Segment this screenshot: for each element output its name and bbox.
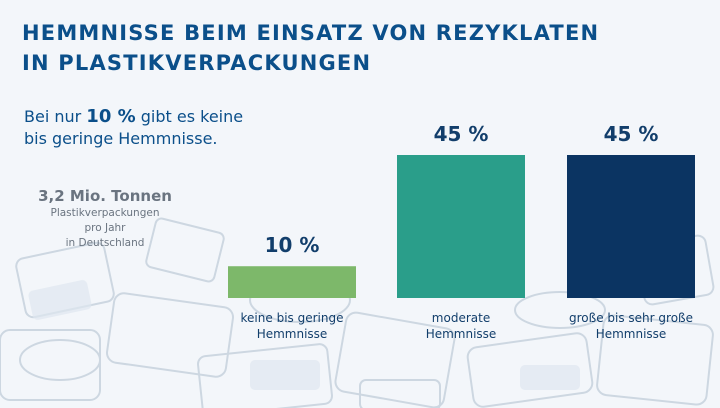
volume-line-3: in Deutschland: [65, 237, 145, 249]
data-label-3: 45 %: [604, 122, 659, 146]
page-title: HEMMNISSE BEIM EINSATZ VON REZYKLATEN IN…: [22, 18, 599, 78]
intro-text: Bei nur 10 % gibt es keine bis geringe H…: [24, 106, 243, 150]
bar-1: [228, 266, 356, 298]
title-line-1: HEMMNISSE BEIM EINSATZ VON REZYKLATEN: [22, 21, 600, 45]
bar-3: [567, 155, 695, 298]
volume-note: 3,2 Mio. Tonnen Plastikverpackungen pro …: [0, 186, 210, 251]
volume-line-1: Plastikverpackungen: [50, 207, 160, 219]
title-line-2: IN PLASTIKVERPACKUNGEN: [22, 51, 372, 75]
bar-2: [397, 155, 525, 298]
intro-highlight: 10 %: [86, 106, 136, 127]
category-label-1: keine bis geringe Hemmnisse: [241, 311, 344, 341]
data-label-1: 10 %: [265, 233, 320, 257]
intro-line-2: bis geringe Hemmnisse.: [24, 129, 218, 148]
category-label-3: große bis sehr große Hemmnisse: [569, 311, 693, 341]
intro-suffix: gibt es keine: [135, 107, 244, 126]
volume-amount: 3,2 Mio. Tonnen: [38, 187, 172, 205]
intro-prefix: Bei nur: [24, 107, 87, 126]
data-label-2: 45 %: [434, 122, 489, 146]
category-label-2: moderate Hemmnisse: [426, 311, 497, 341]
volume-line-2: pro Jahr: [84, 222, 126, 234]
